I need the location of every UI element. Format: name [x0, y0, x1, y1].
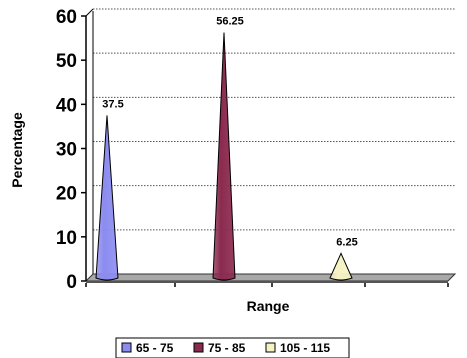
bar — [212, 32, 236, 281]
legend-label: 105 - 115 — [280, 341, 330, 355]
legend-label: 65 - 75 — [136, 341, 174, 355]
data-label: 37.5 — [102, 98, 123, 110]
legend: 65 - 75 75 - 85 105 - 115 — [115, 337, 350, 358]
axes — [85, 8, 94, 281]
legend-swatch — [121, 342, 132, 353]
y-tick-label: 0 — [66, 272, 77, 293]
data-label: 6.25 — [336, 236, 357, 248]
y-axis-title: Percentage — [9, 112, 25, 188]
legend-swatch — [193, 342, 204, 353]
data-label: 56.25 — [216, 16, 244, 28]
data-labels: 37.5 56.25 6.25 — [102, 16, 357, 249]
grid-lines — [93, 8, 455, 231]
y-tick-label: 40 — [56, 95, 77, 116]
cone — [329, 252, 353, 281]
floor-front — [86, 281, 448, 283]
legend-swatch — [265, 342, 276, 353]
y-tick-label: 60 — [56, 7, 77, 28]
y-tick-label: 10 — [56, 228, 77, 249]
chart-floor — [84, 273, 457, 287]
legend-box — [115, 337, 350, 358]
y-axis-depth-edge — [85, 8, 94, 17]
floor-top — [84, 273, 457, 282]
bar — [95, 115, 119, 281]
bar — [329, 252, 353, 281]
y-tick-label: 20 — [56, 184, 77, 205]
x-axis-title: Range — [247, 298, 290, 314]
bars — [95, 32, 353, 281]
cone — [95, 115, 119, 281]
y-tick-labels: 0 10 20 30 40 50 60 — [56, 7, 86, 293]
y-tick-label: 30 — [56, 140, 77, 161]
cone — [212, 32, 236, 281]
legend-label: 75 - 85 — [208, 341, 246, 355]
y-tick-label: 50 — [56, 51, 77, 72]
